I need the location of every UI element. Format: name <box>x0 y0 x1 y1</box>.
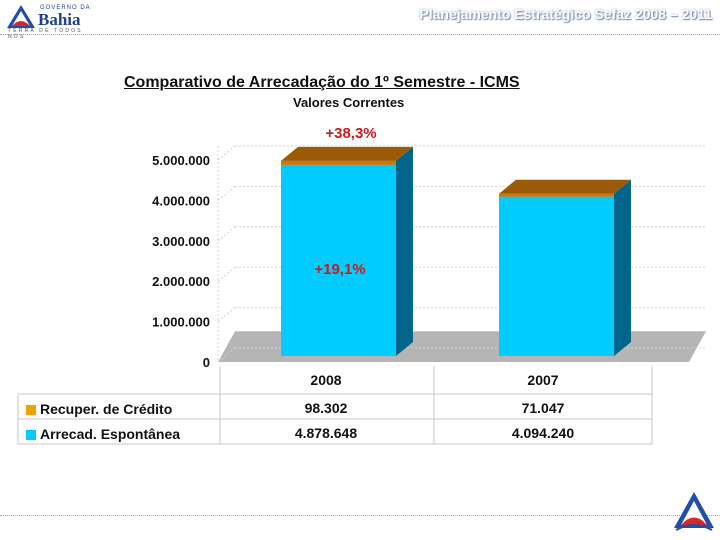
header-divider <box>0 34 720 35</box>
bar-side-2008 <box>396 146 413 356</box>
bar-top-2007 <box>499 179 631 194</box>
legend-label-credit: Recuper. de Crédito <box>40 401 173 417</box>
table-cell-spontaneous-2007: 4.094.240 <box>511 425 575 441</box>
gridline-diag <box>217 266 236 282</box>
logo-big-text: Bahia <box>38 10 81 29</box>
table-cell-credit-2008: 98.302 <box>304 400 348 416</box>
table-cell-spontaneous-2008: 4.878.648 <box>294 425 358 441</box>
logo-small-text: GOVERNO DA <box>40 5 91 11</box>
bahia-logo-icon <box>7 5 35 28</box>
chart-subtitle: Valores Correntes <box>293 95 405 110</box>
gridline-diag <box>217 226 236 242</box>
gridline-diag <box>217 186 236 201</box>
y-tick-label: 2.000.000 <box>152 274 210 289</box>
y-tick-label: 0 <box>203 355 210 370</box>
presentation-title: Planejamento Estratégico Sefaz 2008 – 20… <box>419 6 712 22</box>
bar-credit-2008 <box>281 160 396 165</box>
annotation-credit-growth: +38,3% <box>325 125 376 142</box>
footer-divider <box>0 515 720 516</box>
bar-spontaneous-2007 <box>499 196 614 356</box>
bar-side-2007 <box>614 179 631 356</box>
y-tick-label: 3.000.000 <box>152 234 210 249</box>
table-header-2008: 2008 <box>310 372 342 388</box>
y-tick-label: 5.000.000 <box>152 153 210 168</box>
logo-tagline: TERRA DE TODOS NÓS <box>8 28 83 40</box>
footer-logo-icon <box>674 492 714 531</box>
header-bar: GOVERNO DA Bahia TERRA DE TODOS NÓS Plan… <box>0 0 720 40</box>
table-header-2007: 2007 <box>527 372 559 388</box>
legend-swatch-spontaneous <box>26 430 36 440</box>
bahia-logo: GOVERNO DA Bahia TERRA DE TODOS NÓS <box>6 2 96 40</box>
legend-label-spontaneous: Arrecad. Espontânea <box>40 426 181 442</box>
bar-spontaneous-2008 <box>281 164 396 356</box>
data-table: 2008 2007 Recuper. de Crédito 98.302 71.… <box>18 366 652 444</box>
annotation-spontaneous-growth: +19,1% <box>314 261 365 278</box>
bar-credit-2007 <box>499 193 614 197</box>
y-tick-label: 4.000.000 <box>152 193 210 208</box>
gridline-diag <box>217 145 236 161</box>
bar-top-2008 <box>281 146 413 161</box>
gridline-diag <box>217 307 236 322</box>
table-cell-credit-2007: 71.047 <box>521 400 565 416</box>
y-tick-label: 1.000.000 <box>152 315 210 330</box>
legend-swatch-credit <box>26 405 36 415</box>
chart-title: Comparativo de Arrecadação do 1º Semestr… <box>124 74 520 91</box>
